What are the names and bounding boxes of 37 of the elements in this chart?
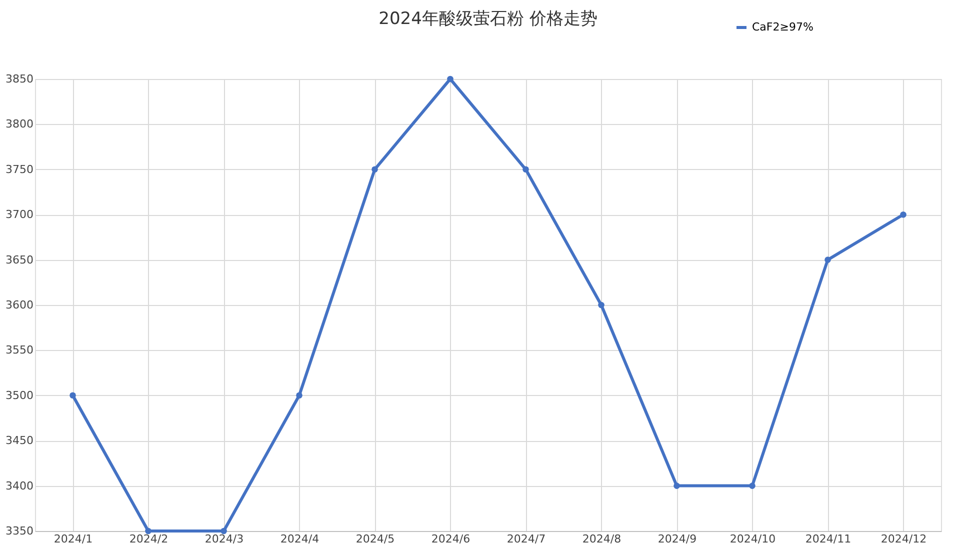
point <box>824 256 831 263</box>
y-tick-label: 3500 <box>6 388 34 402</box>
y-tick-label: 3800 <box>6 118 34 131</box>
x-tick-label: 2024/9 <box>658 532 697 546</box>
y-tick-label: 3400 <box>6 479 34 492</box>
point <box>749 482 756 489</box>
point <box>70 392 76 399</box>
x-tick-label: 2024/3 <box>204 532 244 546</box>
x-tick-label: 2024/8 <box>582 532 622 546</box>
x-tick-label: 2024/1 <box>54 532 93 546</box>
y-tick-label: 3750 <box>6 162 34 176</box>
x-tick-label: 2024/7 <box>506 532 546 546</box>
point <box>598 302 604 308</box>
y-tick-label: 3450 <box>6 434 34 448</box>
y-tick-label: 3650 <box>6 253 34 266</box>
point <box>674 482 680 489</box>
y-tick-label: 3550 <box>6 344 34 357</box>
x-tick-label: 2024/6 <box>431 532 470 546</box>
x-tick-label: 2024/2 <box>129 532 168 546</box>
x-tick-label: 2024/11 <box>805 532 852 546</box>
legend-label: CaF2≥97% <box>752 20 814 34</box>
point <box>145 528 152 534</box>
y-tick-label: 3350 <box>6 524 34 538</box>
y-tick-label: 3600 <box>6 298 34 312</box>
point <box>522 166 529 173</box>
y-tick-label: 3700 <box>6 208 34 222</box>
x-tick-label: 2024/4 <box>280 532 320 546</box>
point <box>447 76 454 82</box>
point <box>220 528 227 534</box>
point <box>900 211 906 218</box>
y-tick-label: 3850 <box>6 72 34 86</box>
x-tick-label: 2024/12 <box>880 532 927 546</box>
point <box>296 392 302 399</box>
x-tick-label: 2024/10 <box>730 532 776 546</box>
chart-title: 2024年酸级萤石粉 价格走势 <box>378 9 598 29</box>
point <box>372 166 378 173</box>
x-tick-label: 2024/5 <box>356 532 395 546</box>
